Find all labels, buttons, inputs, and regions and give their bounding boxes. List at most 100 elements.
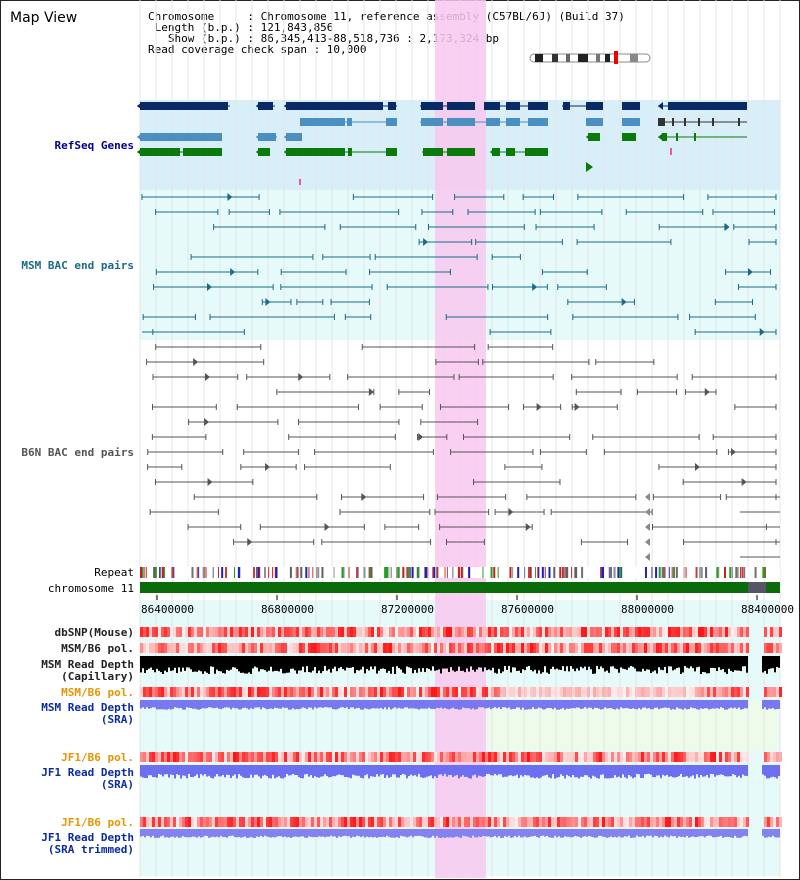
jf1-depth-bar: [586, 765, 588, 776]
jf1-depth-bar: [558, 765, 560, 778]
jf1-depth-bar: [776, 765, 778, 779]
msm-depth-sra-bar: [184, 700, 186, 710]
jf1-depth-bar: [254, 765, 256, 775]
msm-depth-cap-bar: [328, 656, 330, 670]
msm-depth-sra-bar: [452, 700, 454, 708]
jf1-pol2-cell: [575, 817, 578, 827]
jf1-pol-cell: [209, 752, 212, 762]
msm-pol2-cell: [677, 687, 680, 697]
jf1-pol-cell: [518, 752, 521, 762]
jf1-pol-cell: [266, 752, 269, 762]
gene-exon: [347, 118, 352, 126]
jf1-depth-bar: [460, 765, 462, 777]
msm-pol-cell: [218, 643, 221, 653]
msm-depth-sra-bar: [524, 700, 526, 710]
msm-depth-sra-bar: [274, 700, 276, 708]
jf1-pol2-cell: [413, 817, 416, 827]
dbsnp-cell: [494, 627, 497, 637]
msm-depth-cap-bar: [180, 656, 182, 672]
msm-depth-sra-bar: [276, 700, 278, 709]
msm-depth-sra-bar: [142, 700, 144, 708]
jf1-depth-trim-bar: [448, 829, 450, 838]
jf1-pol-cell: [680, 752, 683, 762]
jf1-depth-trim-bar: [158, 829, 160, 838]
msm-pol-cell: [611, 643, 614, 653]
msm-bac-arrow: [621, 298, 627, 306]
msm-pol-cell: [464, 643, 467, 653]
msm-depth-cap-bar: [548, 656, 550, 674]
jf1-depth-trim-bar: [720, 829, 722, 836]
track-label-b6n-bac[interactable]: B6N BAC end pairs: [21, 446, 134, 459]
dbsnp-cell: [308, 627, 311, 637]
jf1-pol2-cell: [650, 817, 653, 827]
dbsnp-cell: [257, 627, 260, 637]
jf1-depth-bar: [648, 765, 650, 774]
b6n-bac-arrow: [368, 388, 374, 396]
msm-depth-cap-bar: [312, 656, 314, 671]
msm-depth-cap-bar: [274, 656, 276, 671]
track-label-refseq[interactable]: RefSeq Genes: [54, 139, 134, 152]
jf1-depth-trim-bar: [368, 829, 370, 838]
repeat-mark: [541, 567, 544, 578]
jf1-pol-cell: [245, 752, 248, 762]
track-label-msm-bac[interactable]: MSM BAC end pairs: [21, 259, 134, 272]
jf1-pol2-cell: [416, 817, 419, 827]
msm-pol-cell: [695, 643, 698, 653]
msm-depth-cap-bar: [206, 656, 208, 673]
jf1-depth-trim-bar: [220, 829, 222, 836]
gene-arrow: [490, 148, 495, 156]
msm-depth-cap-bar: [416, 656, 418, 673]
jf1-depth-trim-bar: [524, 829, 526, 837]
msm-depth-cap-bar: [742, 656, 744, 667]
msm-pol2-cell: [206, 687, 209, 697]
jf1-pol-cell: [662, 752, 665, 762]
jf1-depth-bar: [440, 765, 442, 775]
repeat-mark: [493, 567, 496, 578]
jf1-pol-cell: [566, 752, 569, 762]
msm-depth-cap-bar: [640, 656, 642, 672]
msm-pol-cell: [371, 643, 374, 653]
msm-pol2-cell: [176, 687, 179, 697]
msm-pol-cell: [410, 643, 413, 653]
msm-depth-cap-bar: [698, 656, 700, 667]
msm-pol-cell: [155, 643, 158, 653]
jf1-pol2-cell: [344, 817, 347, 827]
msm-pol2-cell: [437, 687, 440, 697]
jf1-pol-cell: [341, 752, 344, 762]
msm-pol-cell: [536, 643, 539, 653]
dbsnp-cell: [611, 627, 614, 637]
msm-pol-cell: [545, 643, 548, 653]
jf1-pol-cell: [362, 752, 365, 762]
dbsnp-cell: [452, 627, 455, 637]
msm-pol-cell: [461, 643, 464, 653]
jf1-depth-trim-bar: [536, 829, 538, 838]
jf1-pol2-cell: [326, 817, 329, 827]
jf1-depth-trim-bar: [696, 829, 698, 838]
msm-depth-sra-bar: [346, 700, 348, 708]
msm-depth-cap-bar: [462, 656, 464, 671]
msm-depth-cap-bar: [616, 656, 618, 670]
repeat-mark: [221, 567, 224, 578]
msm-depth-sra-bar: [762, 700, 764, 709]
jf1-depth-trim-bar: [380, 829, 382, 838]
jf1-pol2-cell: [599, 817, 602, 827]
msm-depth-cap-bar: [412, 656, 414, 674]
msm-pol2-cell: [521, 687, 524, 697]
msm-depth-sra-bar: [278, 700, 280, 709]
dbsnp-cell: [335, 627, 338, 637]
repeat-mark: [153, 567, 156, 578]
msm-pol-cell: [728, 643, 731, 653]
jf1-depth-bar: [230, 765, 232, 779]
msm-pol-cell: [500, 643, 503, 653]
jf1-pol2-cell: [623, 817, 626, 827]
msm-pol-cell: [209, 643, 212, 653]
jf1-pol2-cell: [716, 817, 719, 827]
jf1-pol2-cell: [737, 817, 740, 827]
msm-pol-cell: [239, 643, 242, 653]
msm-depth-cap-bar: [522, 656, 524, 670]
gene-exon: [506, 118, 520, 126]
msm-pol-cell: [737, 643, 740, 653]
msm-pol-cell: [161, 643, 164, 653]
msm-depth-cap-bar: [290, 656, 292, 669]
